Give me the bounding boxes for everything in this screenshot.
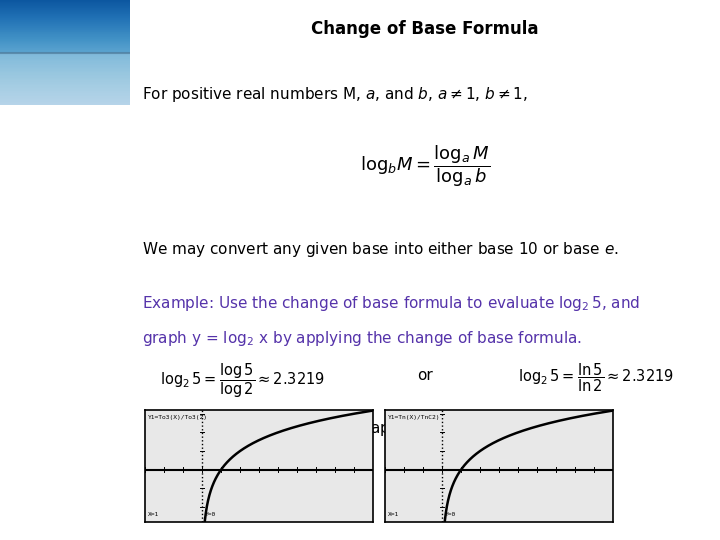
Text: or: or — [417, 368, 433, 383]
Text: We may convert any given base into either base 10 or base $e$.: We may convert any given base into eithe… — [142, 240, 618, 259]
Text: For positive real numbers M, $\mathbf{\mathit{a}}$, and $\mathbf{\mathit{b}}$, $: For positive real numbers M, $\mathbf{\m… — [142, 85, 528, 104]
Text: Y1=Tn(X)/TnC2): Y1=Tn(X)/TnC2) — [388, 415, 441, 420]
Text: Y=0: Y=0 — [445, 512, 456, 517]
Text: X=1: X=1 — [148, 512, 159, 517]
Text: Y=0: Y=0 — [205, 512, 216, 517]
Text: Y1=To3(X)/To3(2): Y1=To3(X)/To3(2) — [148, 415, 208, 420]
Text: X=1: X=1 — [388, 512, 399, 517]
Text: $\log_2 5 = \dfrac{\log 5}{\log 2} \approx 2.3219$: $\log_2 5 = \dfrac{\log 5}{\log 2} \appr… — [160, 362, 325, 400]
Text: $\log_b\!M = \dfrac{\log_a M}{\log_a b}$: $\log_b\!M = \dfrac{\log_a M}{\log_a b}$ — [360, 143, 490, 189]
Text: Graph of $y = \log_2 x$:: Graph of $y = \log_2 x$: — [352, 418, 498, 437]
Text: Change of Base Formula: Change of Base Formula — [311, 20, 539, 38]
Text: graph y = log$_2$ x by applying the change of base formula.: graph y = log$_2$ x by applying the chan… — [142, 329, 582, 348]
Text: Example: Use the change of base formula to evaluate $\log_2 5$, and: Example: Use the change of base formula … — [142, 294, 640, 313]
Text: $\ln(xy) = \ln x + \ln y$: $\ln(xy) = \ln x + \ln y$ — [68, 102, 82, 200]
Text: $P(t) = P_0e^{kt}$: $P(t) = P_0e^{kt}$ — [66, 239, 84, 301]
Text: $y = mx + b$: $y = mx + b$ — [68, 375, 82, 435]
Text: $\log_2 5 = \dfrac{\ln 5}{\ln 2} \approx 2.3219$: $\log_2 5 = \dfrac{\ln 5}{\ln 2} \approx… — [518, 362, 674, 394]
